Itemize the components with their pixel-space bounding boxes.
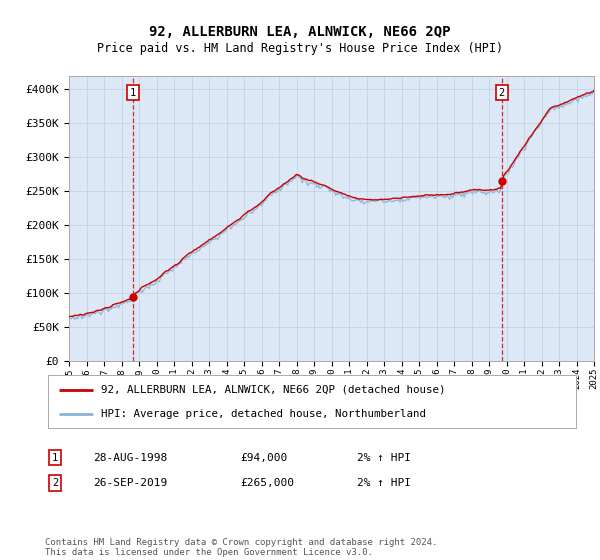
Text: 2: 2 bbox=[52, 478, 58, 488]
Text: 1: 1 bbox=[52, 452, 58, 463]
Text: 2% ↑ HPI: 2% ↑ HPI bbox=[357, 478, 411, 488]
Text: Contains HM Land Registry data © Crown copyright and database right 2024.
This d: Contains HM Land Registry data © Crown c… bbox=[45, 538, 437, 557]
Text: £94,000: £94,000 bbox=[240, 452, 287, 463]
Text: 26-SEP-2019: 26-SEP-2019 bbox=[93, 478, 167, 488]
Text: 1: 1 bbox=[130, 87, 136, 97]
Text: 92, ALLERBURN LEA, ALNWICK, NE66 2QP (detached house): 92, ALLERBURN LEA, ALNWICK, NE66 2QP (de… bbox=[101, 385, 445, 395]
Text: 2% ↑ HPI: 2% ↑ HPI bbox=[357, 452, 411, 463]
Text: 28-AUG-1998: 28-AUG-1998 bbox=[93, 452, 167, 463]
Text: 92, ALLERBURN LEA, ALNWICK, NE66 2QP: 92, ALLERBURN LEA, ALNWICK, NE66 2QP bbox=[149, 25, 451, 39]
Text: Price paid vs. HM Land Registry's House Price Index (HPI): Price paid vs. HM Land Registry's House … bbox=[97, 42, 503, 55]
Text: 2: 2 bbox=[499, 87, 505, 97]
Text: HPI: Average price, detached house, Northumberland: HPI: Average price, detached house, Nort… bbox=[101, 409, 426, 419]
Text: £265,000: £265,000 bbox=[240, 478, 294, 488]
